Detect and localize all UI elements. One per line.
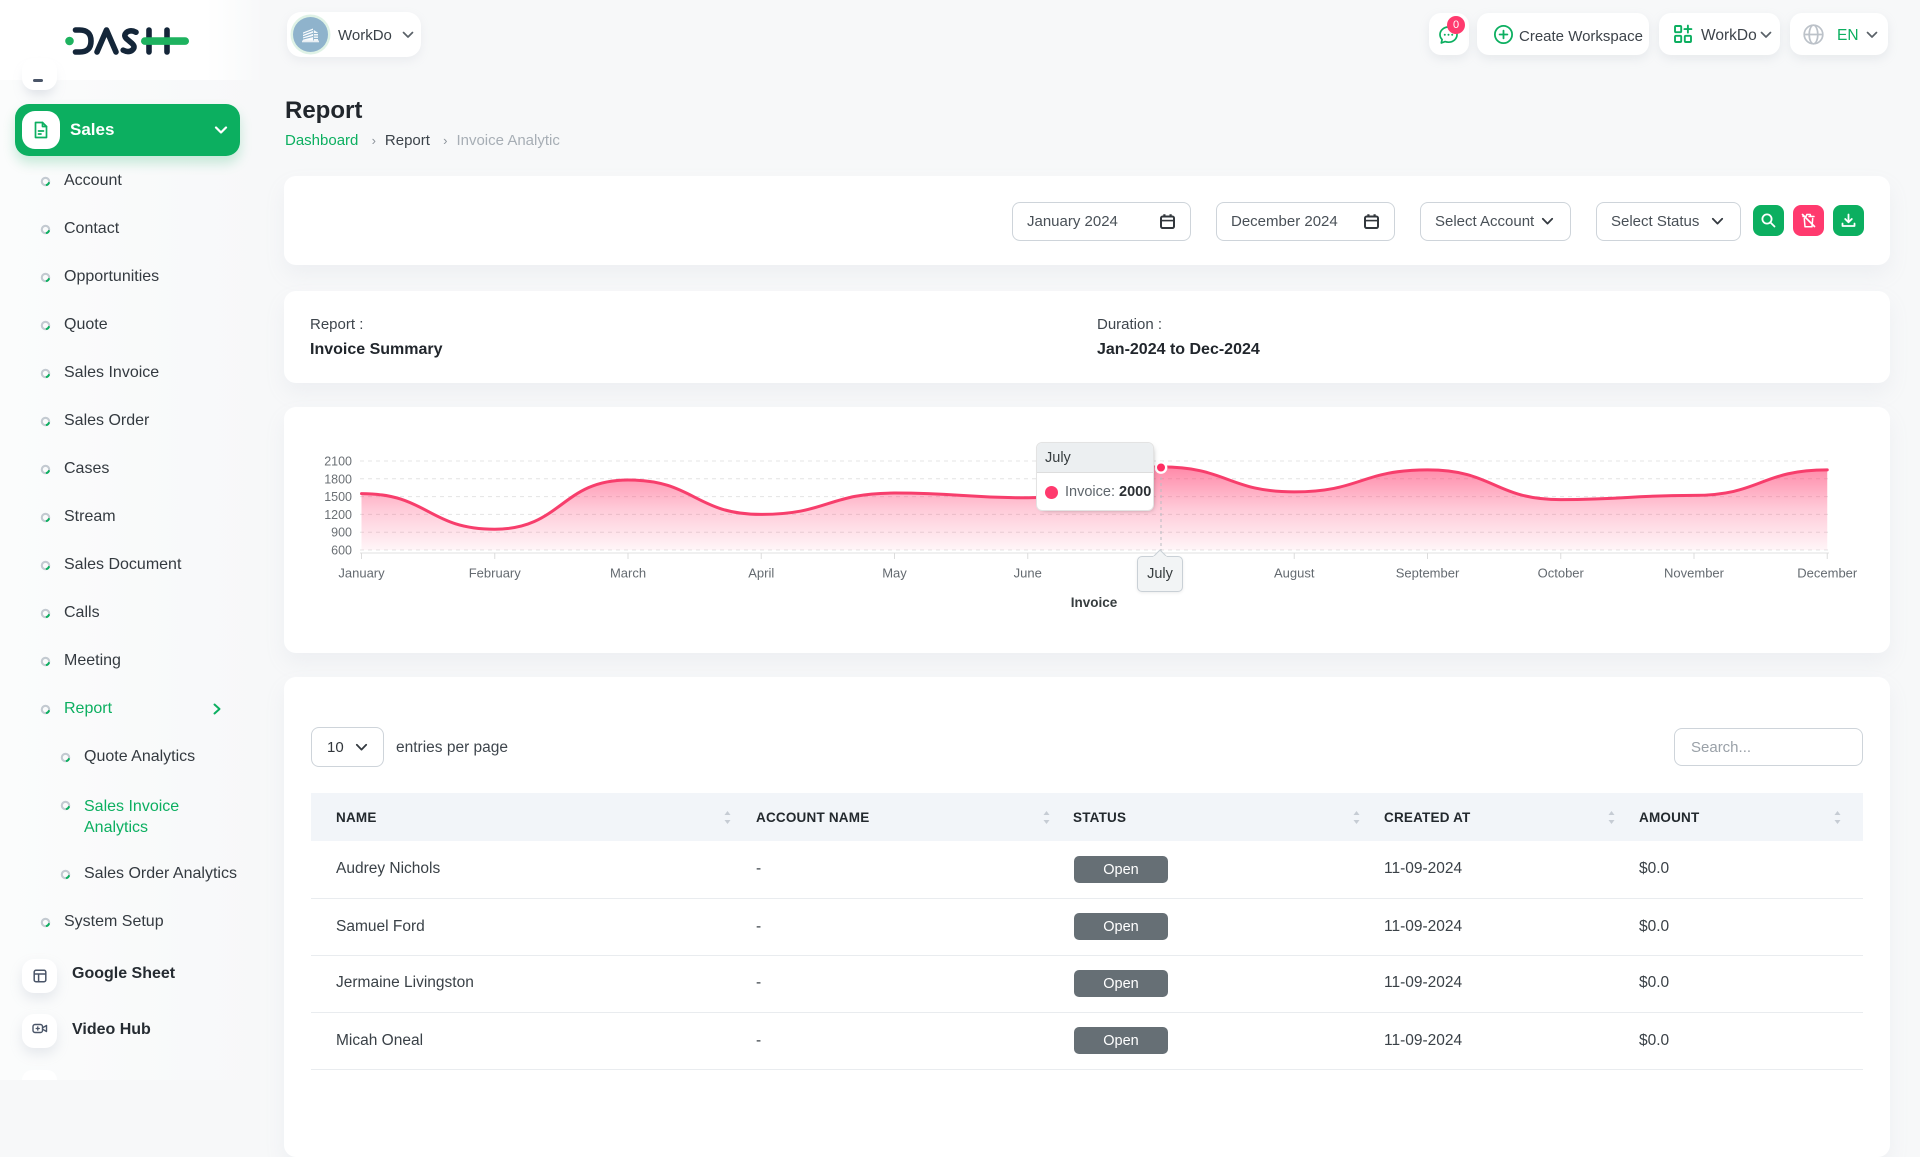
- svg-text:May: May: [882, 566, 907, 581]
- svg-text:1200: 1200: [324, 508, 352, 522]
- svg-text:December: December: [1797, 566, 1858, 581]
- svg-text:October: October: [1538, 566, 1585, 581]
- svg-text:900: 900: [331, 526, 352, 540]
- svg-text:August: August: [1274, 566, 1315, 581]
- svg-text:600: 600: [331, 544, 352, 558]
- svg-text:March: March: [610, 566, 646, 581]
- svg-text:February: February: [469, 566, 522, 581]
- svg-text:September: September: [1396, 566, 1460, 581]
- svg-text:January: January: [338, 566, 385, 581]
- svg-text:June: June: [1014, 566, 1042, 581]
- svg-text:1800: 1800: [324, 472, 352, 486]
- svg-text:2100: 2100: [324, 455, 352, 469]
- svg-text:April: April: [748, 566, 774, 581]
- svg-text:November: November: [1664, 566, 1725, 581]
- svg-text:1500: 1500: [324, 490, 352, 504]
- svg-text:Invoice: Invoice: [1071, 595, 1118, 610]
